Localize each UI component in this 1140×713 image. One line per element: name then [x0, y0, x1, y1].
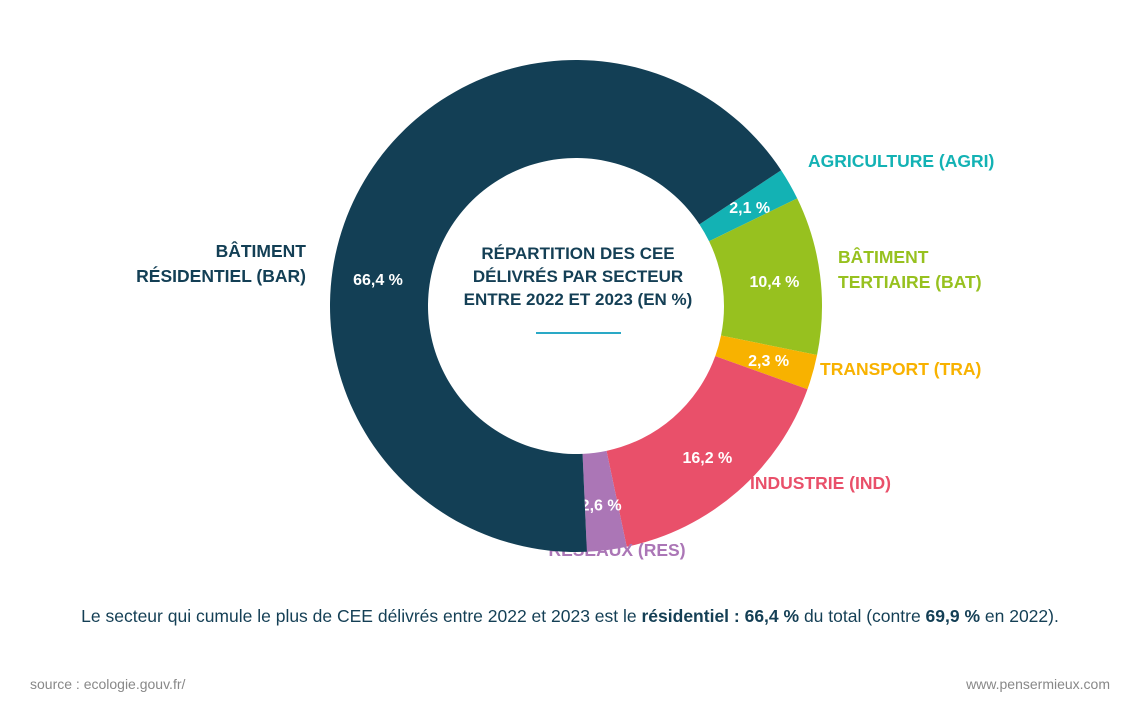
site-url: www.pensermieux.com [966, 676, 1110, 692]
caption-bold-2: 69,9 % [925, 606, 981, 626]
value-label-industrie-ind: 16,2 % [682, 450, 732, 467]
slice-batiment-residentiel-bar [330, 60, 782, 553]
title-underline [536, 332, 621, 334]
slice-industrie-ind [606, 356, 808, 547]
caption-text-1: Le secteur qui cumule le plus de CEE dél… [81, 606, 642, 626]
category-label-industrie-ind: INDUSTRIE (IND) [750, 473, 891, 493]
slice-transport-tra [715, 335, 818, 390]
caption-text-3: en 2022). [980, 606, 1059, 626]
donut-chart: 2,1 % AGRICULTURE (AGRI) 10,4 % BÂTIMENT TER… [136, 60, 994, 560]
caption-text-2: du total (contre [799, 606, 926, 626]
chart-title: RÉPARTITION DES CEE DÉLIVRÉS PAR SECTEUR… [463, 244, 693, 309]
category-label-batiment-tertiaire-bat: BÂTIMENT TERTIAIRE (BAT) [838, 246, 982, 292]
source-note: source : ecologie.gouv.fr/ [30, 676, 186, 692]
value-label-reseaux-res: 2,6 % [581, 497, 622, 514]
slice-batiment-tertiaire-bat [709, 198, 822, 356]
value-label-transport-tra: 2,3 % [748, 353, 789, 370]
caption-bold-1: résidentiel : 66,4 % [641, 606, 800, 626]
slice-reseaux-res [582, 450, 627, 552]
value-label-batiment-tertiaire-bat: 10,4 % [750, 274, 800, 291]
category-label-batiment-residentiel-bar: BÂTIMENT RÉSIDENTIEL (BAR) [136, 240, 306, 286]
slice-agriculture-agri [699, 170, 798, 242]
value-label-batiment-residentiel-bar: 66,4 % [353, 272, 403, 289]
category-label-transport-tra: TRANSPORT (TRA) [820, 359, 981, 379]
caption: Le secteur qui cumule le plus de CEE dél… [0, 606, 1140, 627]
value-label-agriculture-agri: 2,1 % [729, 200, 770, 217]
category-label-agriculture-agri: AGRICULTURE (AGRI) [808, 151, 994, 171]
